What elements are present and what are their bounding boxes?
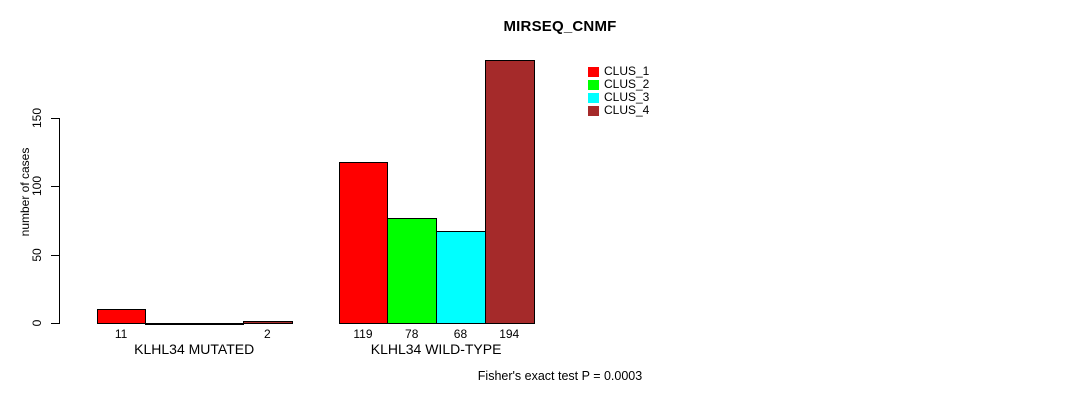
- bar-value-label: 119: [353, 327, 373, 341]
- bar-clus_3-klhl34-wild-type: [436, 230, 486, 324]
- legend-label: CLUS_2: [604, 77, 650, 91]
- y-tick: [51, 186, 59, 188]
- chart-title: MIRSEQ_CNMF: [503, 18, 617, 35]
- legend-item-clus_3: CLUS_3: [588, 91, 649, 104]
- legend-swatch-icon: [588, 79, 599, 90]
- legend-label: CLUS_4: [604, 103, 650, 117]
- bar-clus_4-klhl34-wild-type: [484, 59, 535, 324]
- legend-item-clus_2: CLUS_2: [588, 78, 649, 91]
- bar-value-label: 194: [499, 327, 520, 341]
- bar-clus_2-klhl34-mutated: [145, 322, 196, 325]
- x-category-label: KLHL34 WILD-TYPE: [370, 341, 502, 357]
- y-tick: [51, 118, 59, 120]
- legend-swatch-icon: [588, 92, 599, 103]
- legend: CLUS_1 CLUS_2 CLUS_3 CLUS_4: [588, 65, 649, 117]
- bar-clus_1-klhl34-wild-type: [338, 161, 389, 324]
- y-tick-label: 150: [30, 108, 44, 129]
- y-axis-line: [59, 118, 60, 324]
- bar-value-label: 2: [263, 327, 271, 341]
- legend-swatch-icon: [588, 66, 599, 77]
- y-tick: [51, 322, 59, 324]
- legend-swatch-icon: [588, 105, 599, 116]
- bar-clus_4-klhl34-mutated: [242, 320, 293, 324]
- y-tick: [51, 254, 59, 256]
- bar-clus_1-klhl34-mutated: [96, 308, 147, 324]
- y-tick-label: 50: [30, 247, 44, 262]
- bar-clus_3-klhl34-mutated: [194, 322, 244, 325]
- bar-value-label: 78: [405, 327, 419, 341]
- legend-label: CLUS_3: [604, 90, 650, 104]
- bar-clus_2-klhl34-wild-type: [387, 217, 438, 324]
- bar-value-label: 68: [453, 327, 468, 341]
- legend-label: CLUS_1: [604, 64, 650, 78]
- y-tick-label: 100: [30, 176, 44, 197]
- legend-item-clus_1: CLUS_1: [588, 65, 649, 78]
- x-category-label: KLHL34 MUTATED: [134, 341, 255, 357]
- y-tick-label: 0: [30, 319, 44, 327]
- legend-item-clus_4: CLUS_4: [588, 104, 649, 117]
- annotation-fisher-test: Fisher's exact test P = 0.0003: [477, 369, 643, 383]
- bar-value-label: 11: [114, 327, 128, 341]
